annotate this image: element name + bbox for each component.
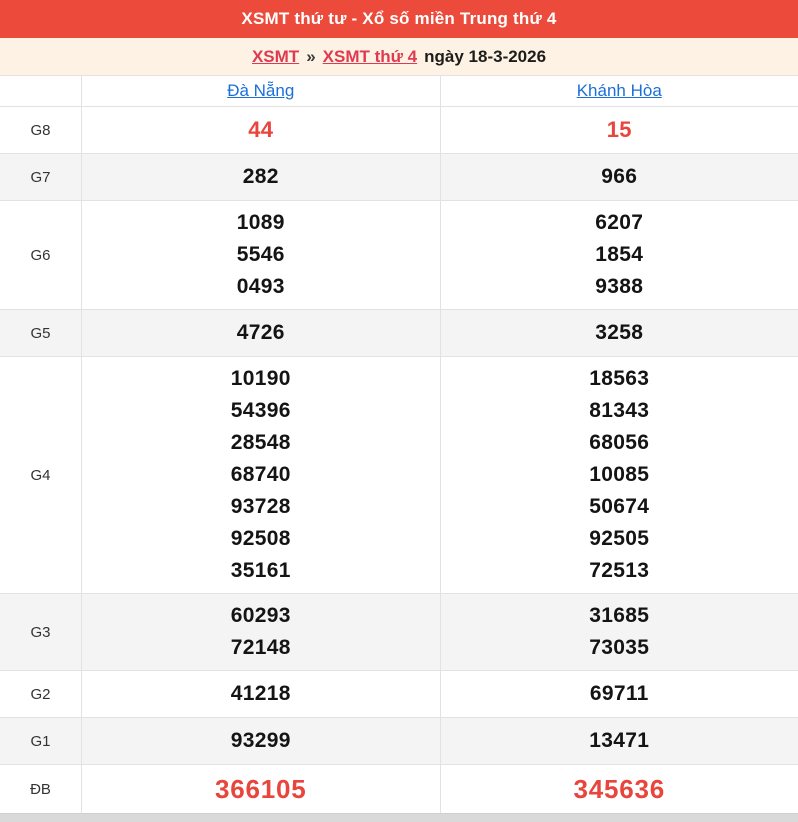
prize-number: 0493 [237, 271, 285, 303]
prize-label: G4 [0, 357, 82, 593]
prize-number: 1854 [595, 239, 643, 271]
column-link-danang[interactable]: Đà Nẵng [227, 81, 294, 101]
table-row-g1: G1 93299 13471 [0, 718, 798, 765]
khanhhoa-values: 69711 [441, 671, 798, 717]
table-row-g7: G7 282 966 [0, 154, 798, 201]
prize-number: 28548 [231, 427, 291, 459]
prize-label: G6 [0, 201, 82, 309]
prize-label: G5 [0, 310, 82, 356]
prize-number: 9388 [595, 271, 643, 303]
prize-label: G1 [0, 718, 82, 764]
danang-values: 93299 [82, 718, 441, 764]
table-row-db: ĐB 366105 345636 [0, 765, 798, 813]
table-row-g4: G4 10190 54396 28548 68740 93728 92508 3… [0, 357, 798, 594]
prize-number: 93299 [231, 725, 291, 757]
prize-number: 282 [243, 161, 279, 193]
table-row-g6: G6 1089 5546 0493 6207 1854 9388 [0, 201, 798, 310]
prize-number: 35161 [231, 555, 291, 587]
results-table: Đà Nẵng Khánh Hòa G8 44 15 G7 282 966 G6… [0, 75, 798, 814]
prize-label: G3 [0, 594, 82, 670]
breadcrumb: XSMT » XSMT thứ 4 ngày 18-3-2026 [0, 38, 798, 75]
prize-number: 15 [607, 113, 632, 147]
prize-label: G7 [0, 154, 82, 200]
table-row-g8: G8 44 15 [0, 107, 798, 154]
prize-number: 31685 [589, 600, 649, 632]
prize-label: ĐB [0, 765, 82, 813]
danang-values: 60293 72148 [82, 594, 441, 670]
breadcrumb-link-xsmt[interactable]: XSMT [252, 47, 299, 67]
breadcrumb-date: ngày 18-3-2026 [424, 47, 546, 67]
khanhhoa-values: 966 [441, 154, 798, 200]
khanhhoa-values: 18563 81343 68056 10085 50674 92505 7251… [441, 357, 798, 593]
danang-values: 1089 5546 0493 [82, 201, 441, 309]
prize-number: 3258 [595, 317, 643, 349]
prize-number: 93728 [231, 491, 291, 523]
danang-values: 10190 54396 28548 68740 93728 92508 3516… [82, 357, 441, 593]
prize-number: 72148 [231, 632, 291, 664]
prize-number: 18563 [589, 363, 649, 395]
khanhhoa-values: 3258 [441, 310, 798, 356]
title-bar: XSMT thứ tư - Xổ số miền Trung thứ 4 [0, 0, 798, 38]
breadcrumb-separator: » [306, 47, 315, 67]
khanhhoa-values: 345636 [441, 765, 798, 813]
prize-number: 92508 [231, 523, 291, 555]
prize-number: 345636 [573, 771, 665, 807]
prize-number: 41218 [231, 678, 291, 710]
page-title: XSMT thứ tư - Xổ số miền Trung thứ 4 [241, 9, 556, 29]
table-row-g3: G3 60293 72148 31685 73035 [0, 594, 798, 671]
prize-number: 92505 [589, 523, 649, 555]
prize-number: 60293 [231, 600, 291, 632]
prize-label: G2 [0, 671, 82, 717]
table-header-row: Đà Nẵng Khánh Hòa [0, 76, 798, 107]
breadcrumb-link-xsmt-thu4[interactable]: XSMT thứ 4 [323, 47, 417, 67]
prize-number: 81343 [589, 395, 649, 427]
prize-number: 68056 [589, 427, 649, 459]
prize-number: 72513 [589, 555, 649, 587]
column-link-khanhhoa[interactable]: Khánh Hòa [577, 81, 662, 101]
page-background-strip [0, 814, 798, 822]
khanhhoa-values: 13471 [441, 718, 798, 764]
prize-number: 366105 [215, 771, 307, 807]
prize-label: G8 [0, 107, 82, 153]
prize-number: 50674 [589, 491, 649, 523]
table-row-g2: G2 41218 69711 [0, 671, 798, 718]
khanhhoa-values: 31685 73035 [441, 594, 798, 670]
prize-number: 10190 [231, 363, 291, 395]
prize-number: 5546 [237, 239, 285, 271]
prize-number: 6207 [595, 207, 643, 239]
header-cell-khanhhoa: Khánh Hòa [441, 76, 798, 106]
prize-number: 44 [248, 113, 273, 147]
danang-values: 282 [82, 154, 441, 200]
danang-values: 366105 [82, 765, 441, 813]
danang-values: 4726 [82, 310, 441, 356]
danang-values: 41218 [82, 671, 441, 717]
prize-number: 10085 [589, 459, 649, 491]
prize-number: 966 [601, 161, 637, 193]
danang-values: 44 [82, 107, 441, 153]
prize-number: 4726 [237, 317, 285, 349]
header-empty-cell [0, 76, 82, 106]
prize-number: 69711 [590, 678, 649, 710]
header-cell-danang: Đà Nẵng [82, 76, 441, 106]
prize-number: 68740 [231, 459, 291, 491]
prize-number: 13471 [589, 725, 649, 757]
prize-number: 1089 [237, 207, 285, 239]
khanhhoa-values: 15 [441, 107, 798, 153]
prize-number: 73035 [589, 632, 649, 664]
khanhhoa-values: 6207 1854 9388 [441, 201, 798, 309]
prize-number: 54396 [231, 395, 291, 427]
table-row-g5: G5 4726 3258 [0, 310, 798, 357]
